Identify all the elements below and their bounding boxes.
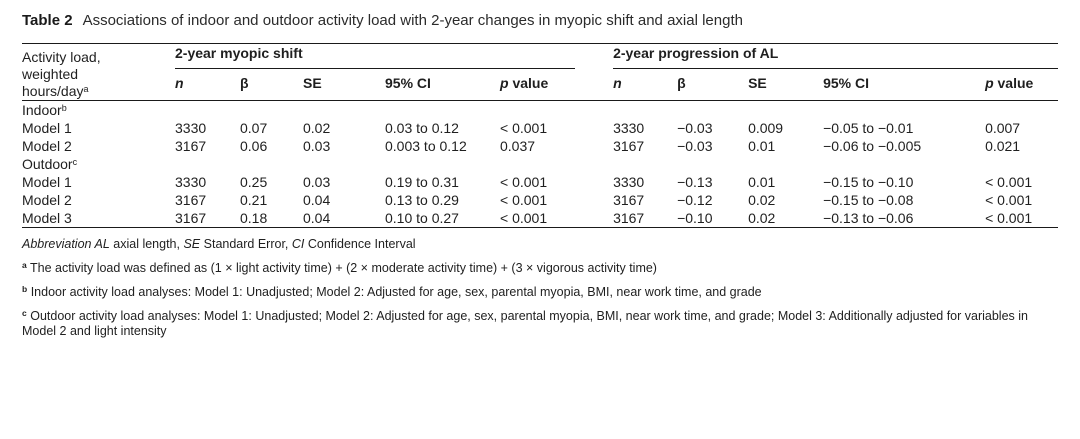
cell-ci: 0.10 to 0.27 (385, 209, 500, 228)
column-header-beta-right: β (677, 69, 749, 101)
footnote-a-marker: a (22, 260, 27, 271)
cell-beta: 0.25 (240, 174, 268, 190)
cell-n: 3167 (175, 209, 240, 228)
cell-ci: 0.003 to 0.12 (385, 138, 467, 154)
column-header-p-right: p value (985, 69, 1059, 101)
section-footnote-marker: b (61, 102, 67, 113)
footnote-abbreviations: Abbreviation AL axial length, SE Standar… (22, 237, 416, 251)
cell-ci: −0.15 to −0.08 (823, 192, 914, 208)
footnote-b: b Indoor activity load analyses: Model 1… (22, 284, 762, 299)
table-row: Model 2 3167 0.06 0.03 0.003 to 0.12 0.0… (22, 137, 1058, 155)
stub-header-footnote-marker: a (83, 83, 89, 94)
cell-se: 0.03 (303, 174, 331, 190)
paper-table-page: Table 2 Associations of indoor and outdoo… (22, 10, 1059, 339)
cell-se: 0.01 (748, 138, 776, 154)
section-row-indoor: Indoorb (22, 101, 1058, 120)
cell-se: 0.02 (748, 209, 824, 228)
cell-p: < 0.001 (500, 192, 548, 208)
cell-beta: 0.21 (240, 192, 268, 208)
cell-ci: 0.13 to 0.29 (385, 192, 459, 208)
cell-se: 0.04 (303, 209, 385, 228)
cell-beta: 0.07 (240, 120, 268, 136)
cell-ci: −0.13 to −0.06 (823, 209, 986, 228)
cell-n: 3167 (613, 192, 645, 208)
cell-se: 0.01 (748, 174, 776, 190)
cell-beta: −0.13 (677, 174, 713, 190)
group-header-row: Activity load, weighted hours/daya 2-yea… (22, 43, 1059, 101)
table-row: Model 1 3330 0.07 0.02 0.03 to 0.12 < 0.… (22, 119, 1058, 137)
section-label: Indoor (22, 102, 62, 118)
column-header-beta-left: β (240, 69, 303, 101)
cell-n: 3167 (613, 138, 645, 154)
cell-ci: −0.05 to −0.01 (823, 120, 914, 136)
cell-p: 0.021 (985, 138, 1021, 154)
table-row: Model 1 3330 0.25 0.03 0.19 to 0.31 < 0.… (22, 173, 1058, 191)
cell-beta: −0.03 (677, 120, 713, 136)
column-header-n-right: n (613, 69, 678, 101)
cell-beta: −0.03 (677, 138, 713, 154)
group-header-myopic-shift: 2-year myopic shift (175, 44, 613, 69)
cell-beta: −0.10 (677, 209, 749, 228)
stub-header: Activity load, weighted hours/daya (22, 43, 175, 101)
cell-beta: 0.06 (240, 138, 268, 154)
table-row: Model 2 3167 0.21 0.04 0.13 to 0.29 < 0.… (22, 191, 1058, 209)
cell-p: < 0.001 (500, 209, 614, 228)
cell-se: 0.02 (303, 120, 331, 136)
cell-beta: 0.18 (240, 209, 303, 228)
table-row: Model 3 3167 0.18 0.04 0.10 to 0.27 < 0.… (22, 209, 1059, 228)
cell-p: 0.007 (985, 120, 1021, 136)
cell-n: 3330 (613, 120, 645, 136)
column-header-ci-left: 95% CI (385, 69, 500, 101)
column-header-row: n β SE 95% CI p value n β SE 95% CI p va… (22, 69, 1059, 101)
footnote-a: a The activity load was defined as (1 × … (22, 260, 657, 275)
footnote-c-marker: c (22, 308, 27, 319)
cell-p: < 0.001 (985, 209, 1059, 228)
cell-ci: 0.03 to 0.12 (385, 120, 459, 136)
cell-n: 3330 (175, 174, 207, 190)
table-caption: Table 2 Associations of indoor and outdoo… (22, 10, 1058, 32)
cell-n: 3167 (175, 192, 207, 208)
row-label: Model 1 (22, 174, 72, 190)
column-header-se-right: SE (748, 69, 824, 101)
group-header-al-progression: 2-year progression of AL (613, 44, 1059, 69)
cell-beta: −0.12 (677, 192, 713, 208)
column-header-se-left: SE (303, 69, 385, 101)
cell-ci: −0.06 to −0.005 (823, 138, 922, 154)
section-label: Outdoor (22, 156, 73, 172)
cell-se: 0.04 (303, 192, 331, 208)
cell-se: 0.009 (748, 120, 784, 136)
cell-ci: 0.19 to 0.31 (385, 174, 459, 190)
table-caption-text: Associations of indoor and outdoor activ… (82, 12, 743, 29)
column-header-ci-right: 95% CI (823, 69, 986, 101)
cell-n: 3167 (175, 138, 207, 154)
cell-p: < 0.001 (500, 120, 548, 136)
section-footnote-marker: c (72, 156, 78, 167)
cell-p: < 0.001 (500, 174, 548, 190)
cell-p: < 0.001 (985, 192, 1033, 208)
column-header-n-left: n (175, 69, 240, 101)
row-label: Model 2 (22, 138, 72, 154)
cell-p: < 0.001 (985, 174, 1033, 190)
results-table: Activity load, weighted hours/daya 2-yea… (22, 43, 1059, 228)
row-label: Model 3 (22, 209, 175, 228)
table-footnotes: Abbreviation AL axial length, SE Standar… (22, 237, 1058, 339)
cell-se: 0.03 (303, 138, 331, 154)
section-row-outdoor: Outdoorc (22, 155, 1058, 173)
row-label: Model 1 (22, 120, 72, 136)
cell-p: 0.037 (500, 138, 536, 154)
row-label: Model 2 (22, 192, 72, 208)
cell-n: 3167 (613, 209, 678, 228)
stub-header-text: Activity load, weighted hours/day (22, 49, 101, 99)
footnote-b-marker: b (22, 284, 28, 295)
cell-n: 3330 (613, 174, 645, 190)
table-label: Table 2 (22, 12, 73, 29)
column-header-p-left: p value (500, 69, 614, 101)
cell-ci: −0.15 to −0.10 (823, 174, 914, 190)
cell-n: 3330 (175, 120, 207, 136)
cell-se: 0.02 (748, 192, 776, 208)
footnote-c: c Outdoor activity load analyses: Model … (22, 308, 1028, 338)
